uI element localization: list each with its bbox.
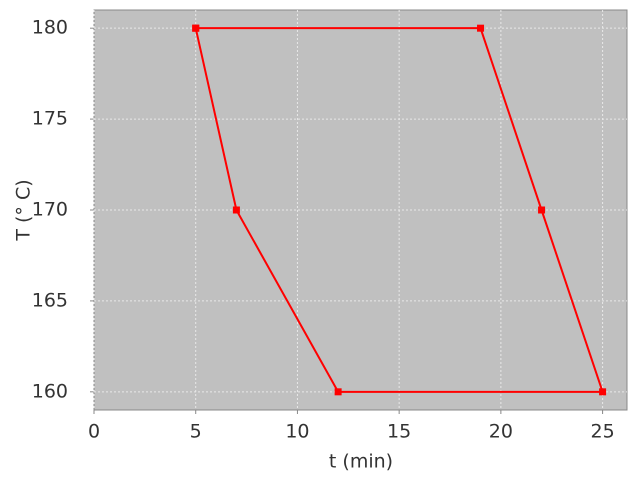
x-tick-label: 25 bbox=[590, 421, 614, 443]
x-tick-label: 0 bbox=[88, 421, 100, 443]
x-tick-label: 5 bbox=[190, 421, 202, 443]
x-tick-label: 20 bbox=[489, 421, 513, 443]
data-point bbox=[599, 388, 607, 396]
x-tick-label: 10 bbox=[285, 421, 309, 443]
y-tick-label: 180 bbox=[32, 17, 68, 39]
x-tick-label: 15 bbox=[387, 421, 411, 443]
y-axis-label: T (° C) bbox=[13, 179, 35, 241]
data-point bbox=[538, 206, 546, 214]
y-tick-label: 170 bbox=[32, 199, 68, 221]
y-tick-label: 165 bbox=[32, 289, 68, 311]
data-point bbox=[192, 24, 200, 32]
y-tick-label: 175 bbox=[32, 108, 68, 130]
data-point bbox=[334, 388, 342, 396]
data-point bbox=[232, 206, 240, 214]
y-tick-label: 160 bbox=[32, 380, 68, 402]
x-axis-label: t (min) bbox=[329, 451, 393, 473]
data-point bbox=[477, 24, 485, 32]
